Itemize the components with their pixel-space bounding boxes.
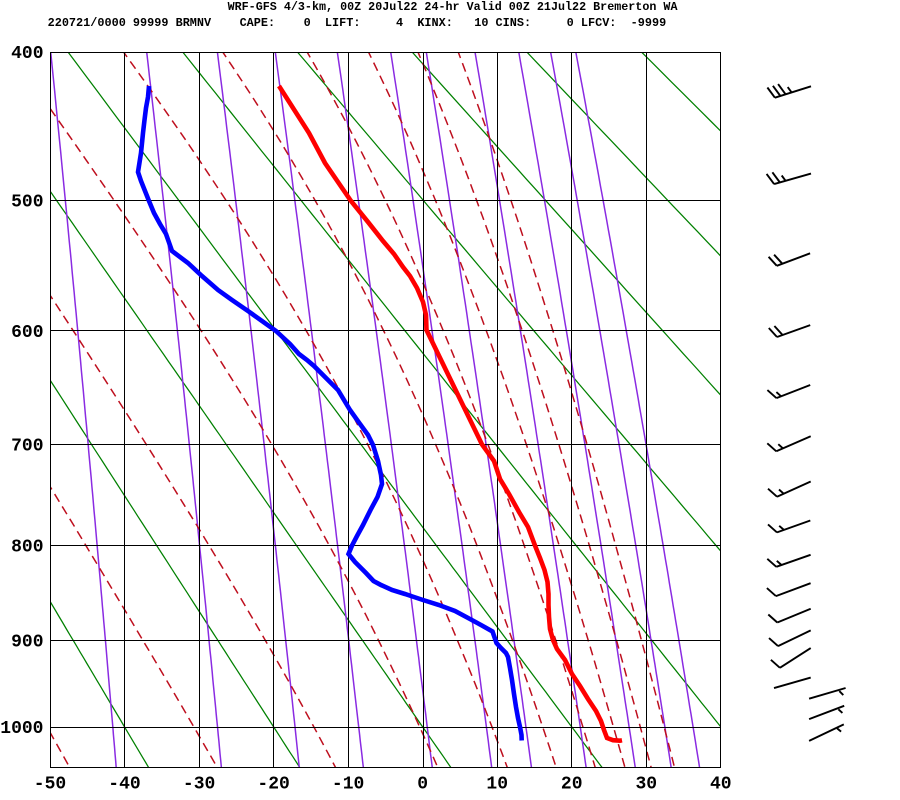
svg-text:0: 0 — [417, 775, 428, 795]
svg-text:WRF-GFS 4/3-km, 00Z 20Jul22 24: WRF-GFS 4/3-km, 00Z 20Jul22 24-hr Valid … — [228, 0, 679, 14]
svg-text:700: 700 — [11, 436, 43, 456]
svg-text:900: 900 — [11, 632, 43, 652]
svg-text:10: 10 — [486, 775, 508, 795]
svg-text:20: 20 — [561, 775, 583, 795]
svg-text:1000: 1000 — [0, 719, 43, 739]
svg-text:400: 400 — [11, 44, 43, 64]
svg-text:600: 600 — [11, 323, 43, 343]
svg-text:40: 40 — [710, 775, 732, 795]
svg-text:220721/0000 99999 BRMNV CAP: 220721/0000 99999 BRMNV CAPE: 0 LIFT: 4 … — [48, 16, 667, 30]
svg-text:500: 500 — [11, 192, 43, 212]
svg-text:30: 30 — [635, 775, 657, 795]
svg-text:-10: -10 — [332, 775, 364, 795]
svg-text:-40: -40 — [108, 775, 140, 795]
svg-text:800: 800 — [11, 538, 43, 558]
svg-text:-30: -30 — [183, 775, 215, 795]
svg-text:-20: -20 — [257, 775, 289, 795]
svg-text:-50: -50 — [34, 775, 66, 795]
